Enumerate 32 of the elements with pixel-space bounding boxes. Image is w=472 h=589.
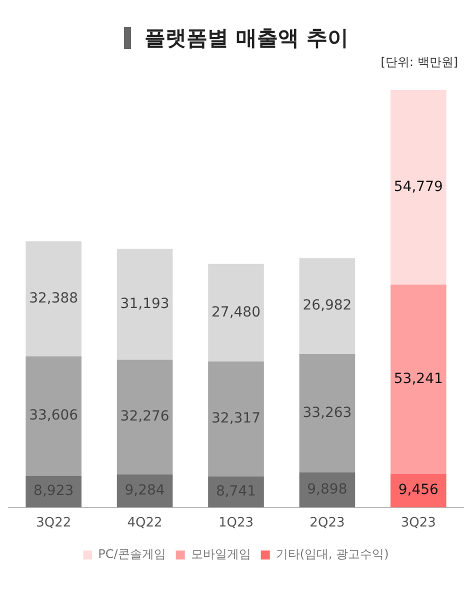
bar <box>390 90 446 285</box>
data-label: 32,276 <box>120 408 170 425</box>
bar <box>116 360 173 474</box>
text: [단위: 백만원] <box>380 54 458 71</box>
data-label: 9,456 <box>398 482 439 498</box>
bar <box>26 356 82 476</box>
bar <box>208 476 264 508</box>
x-tick-label: 1Q23 <box>218 516 254 531</box>
bar <box>116 248 173 360</box>
bar <box>208 264 264 362</box>
data-label: 33,263 <box>302 404 352 421</box>
bar <box>299 354 356 472</box>
data-label: 32,317 <box>212 410 260 427</box>
x-tick-label: 4Q22 <box>127 516 162 531</box>
data-label: 54,779 <box>394 178 443 195</box>
bar <box>26 241 82 356</box>
data-label: 26,982 <box>302 298 352 314</box>
bar <box>390 284 446 474</box>
legend-label: 기타(임대, 광고수익) <box>276 547 389 562</box>
chart-title: 플랫폼별 매출액 추이 <box>144 25 348 52</box>
x-tick-label: 3Q23 <box>400 516 436 531</box>
bar <box>208 362 264 476</box>
data-label: 33,606 <box>29 408 78 424</box>
x-tick-label: 3Q22 <box>36 516 72 531</box>
legend-label: PC/콘솔게임 <box>98 547 166 562</box>
bar <box>299 258 356 354</box>
data-label: 32,388 <box>29 290 78 306</box>
x-tick-label: 2Q23 <box>310 516 345 531</box>
data-label: 27,480 <box>212 304 260 320</box>
data-label: 53,241 <box>394 370 443 387</box>
data-label: 31,193 <box>120 296 170 312</box>
legend-label: 모바일게임 <box>190 547 251 562</box>
